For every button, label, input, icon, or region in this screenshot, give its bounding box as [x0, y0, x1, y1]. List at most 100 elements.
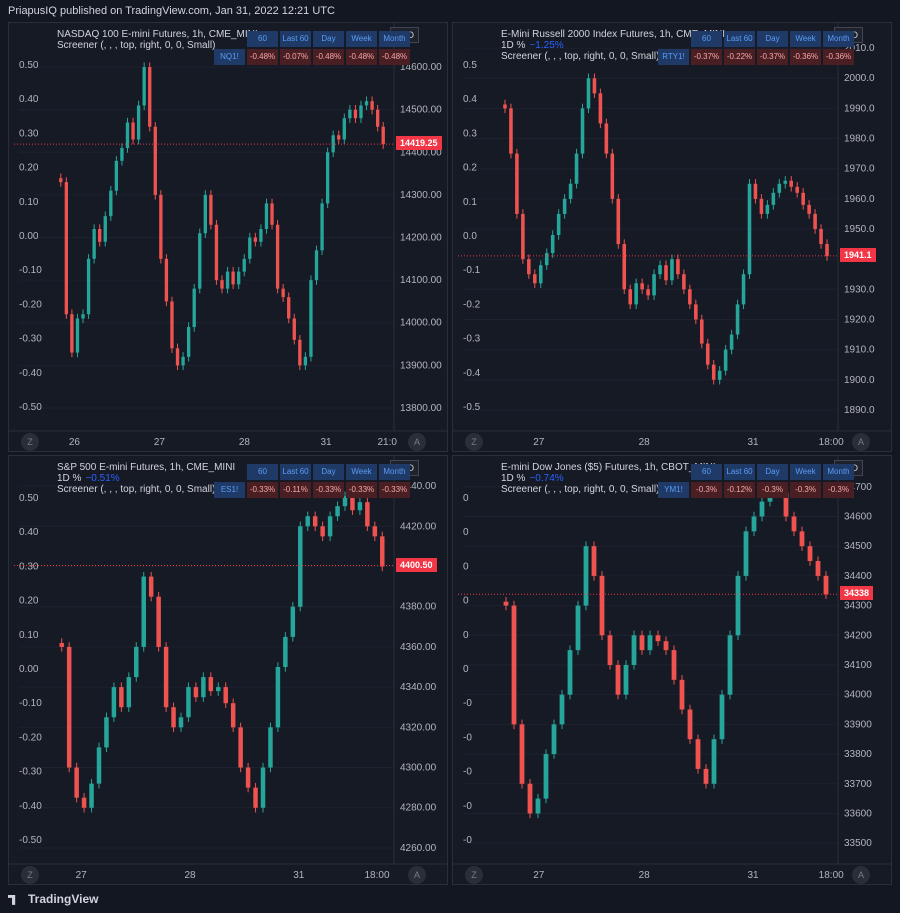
- chart-panel-3[interactable]: 34700 34600 34500 34400 34300 34200 34100 34000…: [452, 455, 892, 885]
- candle-body: [281, 288, 285, 298]
- chart-title: E-mini Dow Jones ($5) Futures, 1h, CBOT_…: [501, 462, 716, 473]
- y-tick-label: 1960.0: [844, 194, 875, 205]
- candle-body: [75, 318, 80, 353]
- candle-body: [136, 105, 141, 140]
- zoom-button[interactable]: Z: [465, 866, 483, 884]
- x-tick-label: 21:0: [377, 437, 397, 448]
- daily-change-label: 1D %: [57, 473, 82, 484]
- candle-body: [268, 727, 273, 768]
- screener-value: -0.3%: [691, 482, 722, 498]
- candle-body: [592, 78, 597, 94]
- candle-body: [223, 687, 228, 704]
- y-tick-label: 2000.0: [844, 73, 875, 84]
- candle-body: [353, 109, 358, 119]
- y-tick-label: 1920.0: [844, 314, 875, 325]
- candle-body: [813, 213, 817, 229]
- x-tick-label: 28: [239, 437, 251, 448]
- candle-body: [503, 601, 509, 606]
- y-tick-label: 14600.00: [400, 62, 442, 73]
- candle-body: [634, 283, 638, 305]
- zoom-button[interactable]: Z: [465, 433, 483, 451]
- candle-body: [735, 575, 741, 636]
- y-tick-label: 1980.0: [844, 134, 875, 145]
- candle-body: [64, 182, 69, 315]
- screener-spacer: [658, 31, 689, 47]
- last-price-label: 14419.25: [396, 136, 442, 151]
- zoom-button[interactable]: Z: [21, 866, 39, 884]
- screener-value-row: YM1! -0.3% -0.12% -0.3% -0.3% -0.3%: [658, 482, 854, 498]
- screener-value: -0.37%: [691, 49, 722, 65]
- screener-header: Month: [379, 464, 410, 480]
- candle-body: [783, 180, 788, 184]
- last-price-label: 1941.1: [840, 247, 876, 262]
- candle-body: [238, 727, 243, 768]
- candle-body: [104, 717, 109, 748]
- candle-body: [747, 183, 752, 275]
- screener-label: Screener (, , , top, right, 0, 0, Small): [57, 484, 216, 495]
- candle-body: [819, 229, 823, 245]
- candle-body: [89, 783, 94, 808]
- auto-scale-button[interactable]: A: [852, 433, 870, 451]
- y-tick-label: 14000.00: [400, 318, 442, 329]
- screener-header: Last 60: [280, 464, 311, 480]
- candle-body: [142, 67, 146, 106]
- auto-scale-button[interactable]: A: [408, 433, 426, 451]
- left-tick-label: 0.4: [463, 94, 477, 105]
- candle-body: [511, 605, 517, 725]
- daily-change-value: −0.74%: [529, 473, 564, 484]
- left-tick-label: 0: [463, 630, 469, 641]
- daily-change-row: 1D % −0.51%: [57, 473, 235, 484]
- screener-header: Day: [757, 464, 788, 480]
- y-tick-label: 33600: [844, 808, 872, 819]
- tradingview-footer: TradingView: [0, 886, 900, 913]
- x-tick-label: 26: [69, 437, 81, 448]
- left-tick-label: 0.10: [19, 197, 39, 208]
- screener-header: Day: [313, 464, 344, 480]
- y-tick-label: 33700: [844, 779, 872, 790]
- screener-symbol: ES1!: [214, 482, 245, 498]
- daily-change-value: −1.25%: [529, 40, 564, 51]
- candle-body: [270, 203, 274, 225]
- screener-table: 60 Last 60 Day Week Month RTY1! -0.37% -0.22% -0…: [658, 31, 854, 65]
- screener-value: -0.12%: [724, 482, 755, 498]
- auto-scale-button[interactable]: A: [408, 866, 426, 884]
- screener-header-row: 60 Last 60 Day Week Month: [214, 31, 410, 47]
- candle-body: [381, 126, 385, 145]
- chart-panel-2[interactable]: 4440.004420.004400.004380.004360.004340.…: [8, 455, 448, 885]
- left-tick-label: -0: [463, 698, 472, 709]
- candle-body: [70, 314, 74, 353]
- candle-body: [342, 118, 346, 140]
- candle-body: [562, 198, 567, 214]
- candle-body: [703, 768, 709, 784]
- candle-body: [148, 576, 154, 597]
- left-tick-label: 0.0: [463, 231, 477, 242]
- tradingview-logo[interactable]: TradingView: [8, 892, 98, 906]
- candle-body: [607, 635, 613, 665]
- chart-panel-1[interactable]: 2010.0 2000.0 1990.0 1980.0 1970.0 1960.0 1950…: [452, 22, 892, 452]
- chart-title: S&P 500 E-mini Futures, 1h, CME_MINI: [57, 462, 236, 473]
- y-tick-label: 2010.0: [844, 43, 875, 54]
- candle-body: [119, 687, 124, 708]
- left-tick-label: 0.50: [19, 60, 39, 71]
- screener-value: -0.36%: [823, 49, 854, 65]
- candle-body: [515, 153, 519, 214]
- last-price-label: 4400.50: [396, 557, 437, 572]
- candle-body: [163, 646, 169, 708]
- chart-panel-0[interactable]: 14600.00 14500.00 14400.00 14300.00 14200.00…: [8, 22, 448, 452]
- screener-label: Screener (, , , top, right, 0, 0, Small): [501, 484, 660, 495]
- publish-header: PriapusIQ published on TradingView.com, …: [0, 0, 900, 22]
- screener-value-row: RTY1! -0.37% -0.22% -0.37% -0.36% -0.36%: [658, 49, 854, 65]
- candle-body: [765, 204, 770, 214]
- daily-change-label: 1D %: [501, 40, 526, 51]
- candle-body: [81, 797, 87, 808]
- zoom-button[interactable]: Z: [21, 433, 39, 451]
- candle-body: [59, 643, 64, 647]
- left-tick-label: 0.10: [19, 630, 39, 641]
- screener-table: 60 Last 60 Day Week Month YM1! -0.3% -0.12% -0.3…: [658, 464, 854, 498]
- screener-header: 60: [691, 31, 722, 47]
- candle-body: [676, 259, 680, 275]
- candle-body: [759, 501, 765, 517]
- auto-scale-button[interactable]: A: [852, 866, 870, 884]
- x-tick-label: 18:00: [364, 870, 389, 881]
- candle-body: [253, 787, 258, 808]
